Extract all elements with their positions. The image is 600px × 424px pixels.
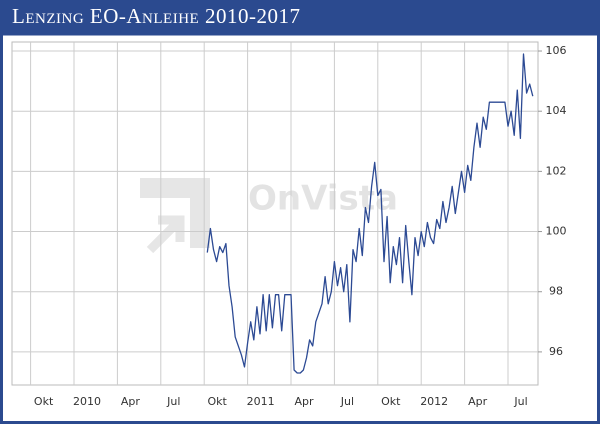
plot-border — [11, 41, 539, 386]
x-tick-label: Jul — [340, 395, 354, 408]
x-tick-label: Apr — [294, 395, 314, 408]
chart-title: Lenzing EO-Anleihe 2010-2017 — [12, 4, 300, 28]
y-tick-label: 106 — [546, 44, 567, 57]
x-tick-label: Okt — [208, 395, 228, 408]
y-tick-label: 96 — [549, 345, 563, 358]
watermark-arrow — [146, 215, 185, 254]
x-tick-label: Okt — [34, 395, 54, 408]
watermark: OnVista — [248, 179, 398, 219]
price-line — [206, 53, 534, 374]
x-tick-label: Apr — [121, 395, 141, 408]
x-tick-label: Okt — [381, 395, 401, 408]
y-tick-label: 98 — [549, 285, 563, 298]
x-tick-label: 2010 — [73, 395, 101, 408]
watermark-logo — [140, 178, 210, 254]
frame — [0, 32, 600, 424]
x-tick-label: Jul — [166, 395, 180, 408]
x-tick-label: Apr — [468, 395, 488, 408]
y-tick-label: 104 — [546, 104, 567, 117]
title-bar — [0, 0, 600, 34]
x-tick-label: Jul — [513, 395, 527, 408]
y-tick-label: 102 — [546, 164, 567, 177]
x-tick-label: 2011 — [247, 395, 275, 408]
x-tick-label: 2012 — [420, 395, 448, 408]
y-tick-label: 100 — [546, 225, 567, 238]
watermark-shape — [140, 178, 210, 248]
